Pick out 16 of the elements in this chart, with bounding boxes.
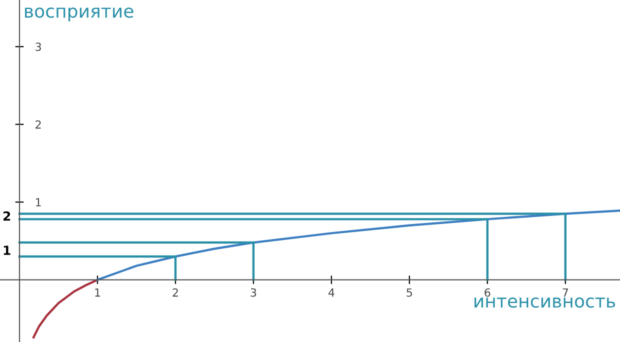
x-tick-label: 7 xyxy=(562,288,568,297)
x-axis-title: интенсивность xyxy=(474,297,616,308)
line-series xyxy=(32,278,99,338)
x-tick-label: 4 xyxy=(328,288,334,297)
y-tick-label: 2 xyxy=(36,120,41,129)
line-series xyxy=(96,210,620,281)
annotation: 1 xyxy=(4,246,10,255)
annotation: 2 xyxy=(3,211,10,221)
x-tick-label: 1 xyxy=(95,288,100,297)
x-tick-label: 6 xyxy=(484,288,490,297)
y-tick-label: 1 xyxy=(36,198,41,206)
y-tick-label: 3 xyxy=(36,42,41,52)
y-axis-title: восприятие xyxy=(25,7,134,22)
x-tick-label: 5 xyxy=(406,288,412,297)
x-tick-label: 3 xyxy=(250,288,256,297)
x-tick-label: 2 xyxy=(172,288,178,297)
